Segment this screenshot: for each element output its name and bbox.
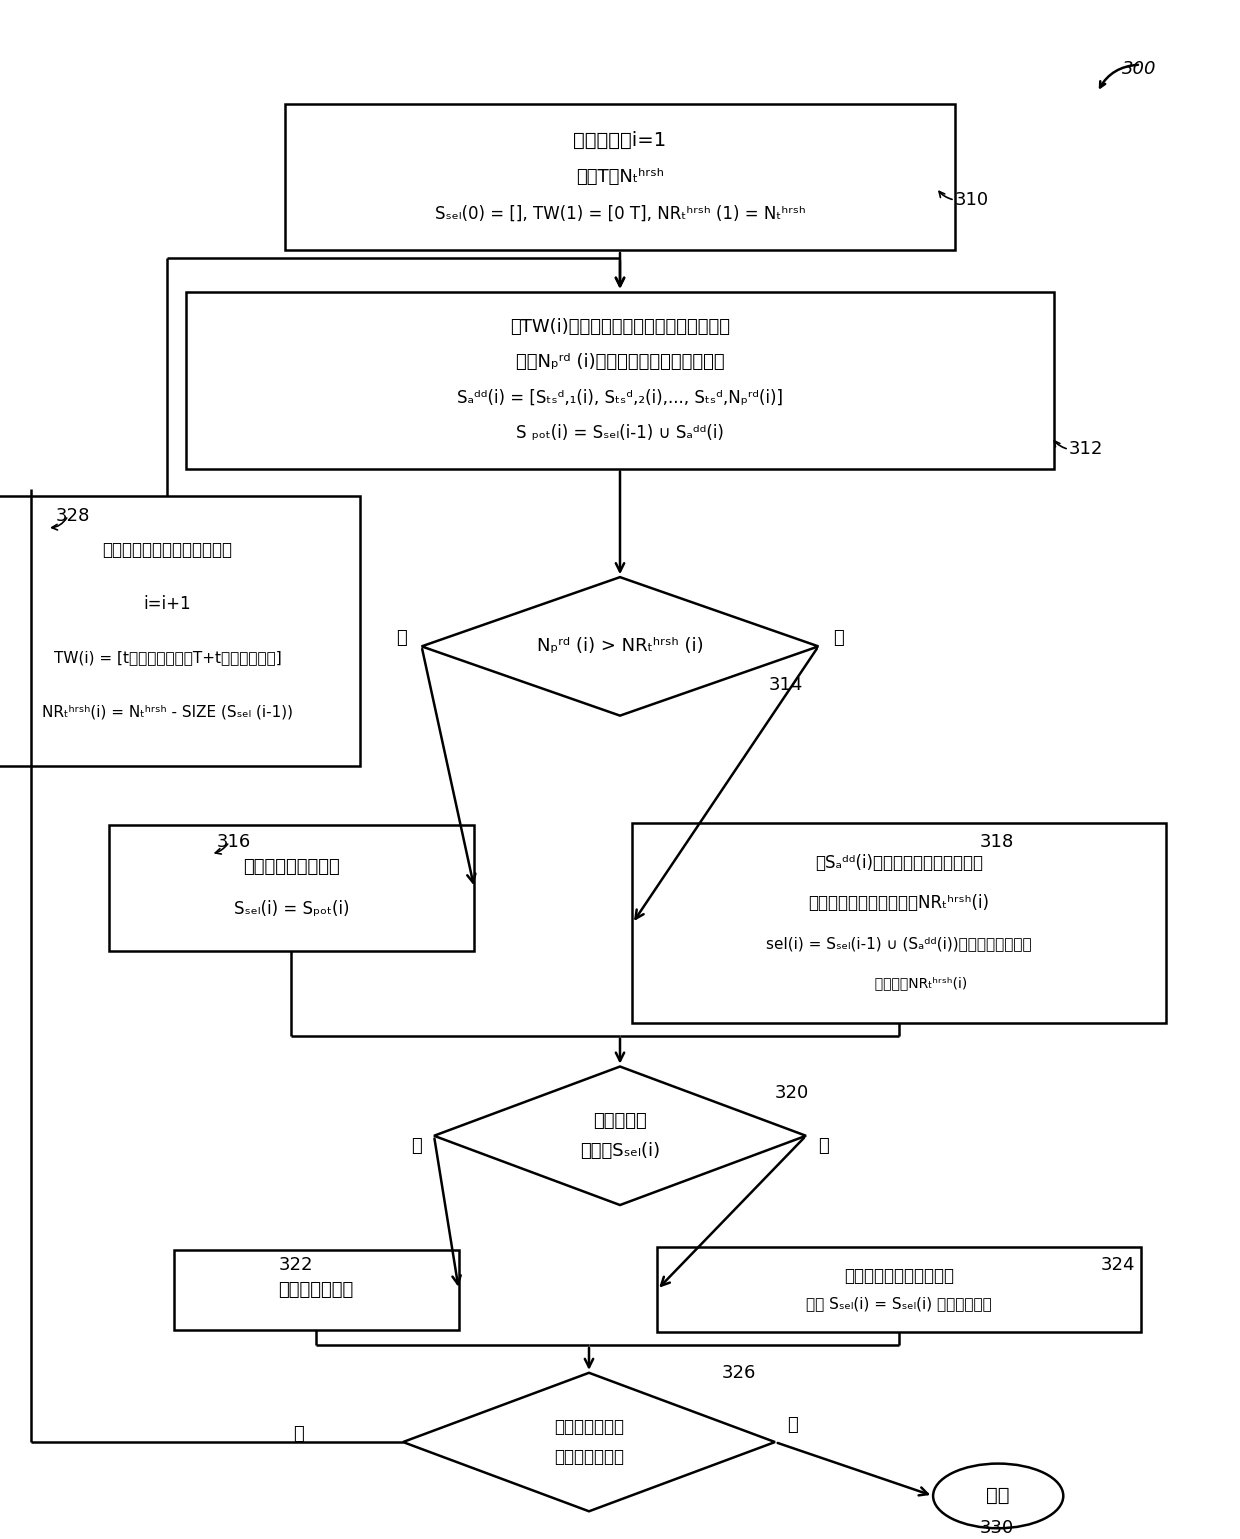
Ellipse shape <box>934 1464 1063 1528</box>
Text: 在Sₐᵈᵈ(i)中选择具有最大的预测停: 在Sₐᵈᵈ(i)中选择具有最大的预测停 <box>815 854 983 873</box>
Polygon shape <box>434 1067 806 1205</box>
Text: NRₜʰʳˢʰ(i) = Nₜʰʳˢʰ - SIZE (Sₛₑₗ (i-1)): NRₜʰʳˢʰ(i) = Nₜʰʳˢʰ - SIZE (Sₛₑₗ (i-1)) <box>42 705 293 719</box>
Text: 开始行程，i=1: 开始行程，i=1 <box>573 131 667 149</box>
Text: 312: 312 <box>1069 440 1104 459</box>
Text: 316: 316 <box>217 833 252 851</box>
Text: 次数Nₚʳᵈ (i)和它们预测的停止持续时间: 次数Nₚʳᵈ (i)和它们预测的停止持续时间 <box>516 354 724 371</box>
Polygon shape <box>422 577 818 716</box>
Text: 禁止发动机停止: 禁止发动机停止 <box>279 1280 353 1299</box>
Text: 更新迭代、时间窗并保持阈值: 更新迭代、时间窗并保持阈值 <box>103 542 232 559</box>
FancyBboxPatch shape <box>186 292 1054 469</box>
Text: 在这次车辆停止: 在这次车辆停止 <box>554 1417 624 1436</box>
Text: S ₚₒₜ(i) = Sₛₑₗ(i-1) ∪ Sₐᵈᵈ(i): S ₚₒₜ(i) = Sₛₑₗ(i-1) ∪ Sₐᵈᵈ(i) <box>516 425 724 442</box>
Text: 在TW(i)中，得到预测的车辆停止的额外的: 在TW(i)中，得到预测的车辆停止的额外的 <box>510 319 730 336</box>
Text: 止属于Sₛₑₗ(i): 止属于Sₛₑₗ(i) <box>580 1142 660 1160</box>
Text: 停止 Sₛₑₗ(i) = Sₛₑₗ(i) 去掉最近停止: 停止 Sₛₑₗ(i) = Sₛₑₗ(i) 去掉最近停止 <box>806 1296 992 1311</box>
Text: 310: 310 <box>955 191 990 209</box>
Text: 定义T，Nₜʰʳˢʰ: 定义T，Nₜʰʳˢʰ <box>577 168 663 186</box>
FancyBboxPatch shape <box>109 825 474 951</box>
Text: 止持续时间的发动机停止NRₜʰʳˢʰ(i): 止持续时间的发动机停止NRₜʰʳˢʰ(i) <box>808 894 990 913</box>
Text: 324: 324 <box>1101 1256 1136 1274</box>
Text: 300: 300 <box>1122 60 1157 78</box>
Text: 314: 314 <box>769 676 804 694</box>
FancyBboxPatch shape <box>174 1250 459 1330</box>
Text: TW(i) = [t车辆停止之后，T+t车辆停止之后]: TW(i) = [t车辆停止之后，T+t车辆停止之后] <box>53 651 281 665</box>
Text: Sₐᵈᵈ(i) = [Sₜₛᵈ,₁(i), Sₜₛᵈ,₂(i),..., Sₜₛᵈ,Nₚʳᵈ(i)]: Sₐᵈᵈ(i) = [Sₜₛᵈ,₁(i), Sₜₛᵈ,₂(i),..., Sₜₛ… <box>458 389 782 406</box>
FancyBboxPatch shape <box>632 823 1166 1023</box>
Text: 从这个策略不禁止发动机: 从这个策略不禁止发动机 <box>844 1267 954 1285</box>
Text: 322: 322 <box>279 1256 314 1274</box>
Text: 停止: 停止 <box>987 1487 1009 1505</box>
Text: 否: 否 <box>293 1425 304 1444</box>
Text: 是: 是 <box>833 629 844 648</box>
Text: 是: 是 <box>787 1416 797 1434</box>
Text: 否: 否 <box>412 1137 422 1154</box>
Text: 否: 否 <box>396 629 407 648</box>
Text: 318: 318 <box>980 833 1014 851</box>
Polygon shape <box>403 1373 775 1511</box>
Text: sel(i) = Sₛₑₗ(i-1) ∪ (Sₐᵈᵈ(i))具有最大的停止持: sel(i) = Sₛₑₗ(i-1) ∪ (Sₐᵈᵈ(i))具有最大的停止持 <box>766 936 1032 951</box>
Text: 之后行程结束？: 之后行程结束？ <box>554 1448 624 1467</box>
Text: 328: 328 <box>56 506 91 525</box>
Text: Sₛₑₗ(0) = [], TW(1) = [0 T], NRₜʰʳˢʰ (1) = Nₜʰʳˢʰ: Sₛₑₗ(0) = [], TW(1) = [0 T], NRₜʰʳˢʰ (1)… <box>435 205 805 223</box>
FancyBboxPatch shape <box>657 1247 1141 1331</box>
FancyBboxPatch shape <box>285 105 955 249</box>
Text: Nₚʳᵈ (i) > NRₜʰʳˢʰ (i): Nₚʳᵈ (i) > NRₜʰʳˢʰ (i) <box>537 637 703 656</box>
Text: 326: 326 <box>722 1364 756 1382</box>
Text: Sₛₑₗ(i) = Sₚₒₜ(i): Sₛₑₗ(i) = Sₚₒₜ(i) <box>233 900 350 919</box>
Text: 当前车辆停: 当前车辆停 <box>593 1111 647 1130</box>
FancyBboxPatch shape <box>0 497 360 766</box>
Text: 续时间的NRₜʰʳˢʰ(i): 续时间的NRₜʰʳˢʰ(i) <box>831 976 967 991</box>
Text: 是: 是 <box>818 1137 828 1154</box>
Text: i=i+1: i=i+1 <box>144 596 191 613</box>
Text: 选择所有的潜在停止: 选择所有的潜在停止 <box>243 857 340 876</box>
Text: 320: 320 <box>775 1083 810 1102</box>
Text: 330: 330 <box>980 1519 1014 1537</box>
